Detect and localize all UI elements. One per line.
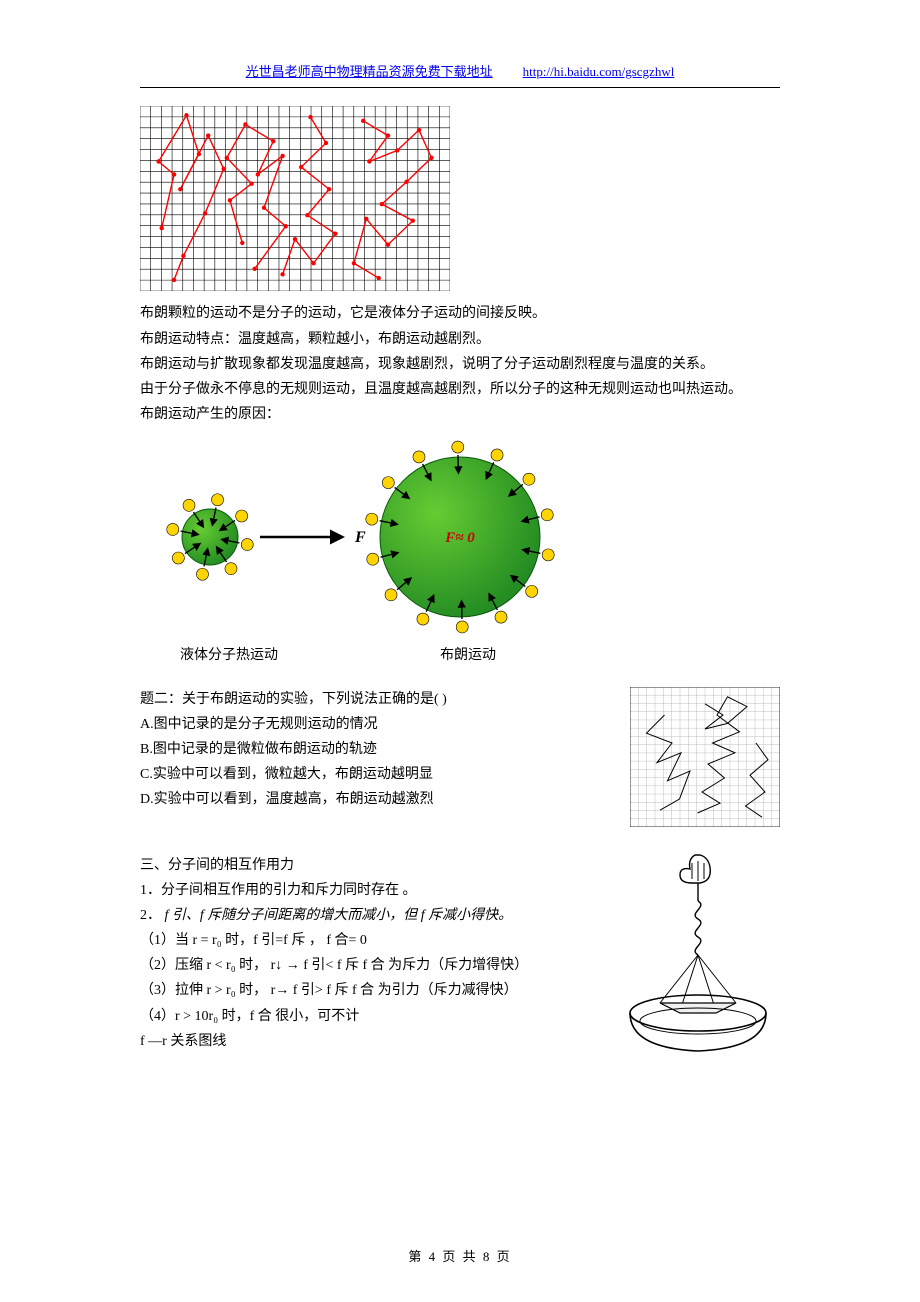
molecule-diagram-row: F F≈ 0	[140, 437, 780, 637]
option-d: D.实验中可以看到，温度越高，布朗运动越激烈	[140, 787, 620, 812]
paragraph: 布朗颗粒的运动不是分子的运动，它是液体分子运动的间接反映。	[140, 301, 780, 326]
paragraph: 布朗运动与扩散现象都发现温度越高，现象越剧烈，说明了分子运动剧烈程度与温度的关系…	[140, 352, 780, 377]
option-c: C.实验中可以看到，微粒越大，布朗运动越明显	[140, 762, 620, 787]
section3-p5: （3）拉伸 r > r₀ 时， r→ f 引> f 斥 f 合 为引力（斥力减得…	[140, 978, 610, 1003]
section3-title: 三、分子间的相互作用力	[140, 853, 610, 878]
section3-text: 三、分子间的相互作用力 1．分子间相互作用的引力和斥力同时存在 。 2． f 引…	[140, 853, 610, 1055]
page-footer: 第 4 页 共 8 页	[0, 1245, 920, 1268]
section3-p1: 1．分子间相互作用的引力和斥力同时存在 。	[140, 878, 610, 903]
svg-text:F≈ 0: F≈ 0	[444, 530, 475, 546]
molecule-force-diagram: F F≈ 0	[140, 437, 570, 637]
section3-p2: 2． f 引、f 斥随分子间距离的增大而减小，但 f 斥减小得快。	[140, 903, 610, 928]
section3-p6: （4）r > 10r₀ 时，f 合 很小，可不计	[140, 1004, 610, 1029]
brownian-grid-figure	[140, 106, 450, 291]
paragraph: 由于分子做永不停息的无规则运动，且温度越高越剧烈，所以分子的这种无规则运动也叫热…	[140, 377, 780, 402]
text-block-1: 布朗颗粒的运动不是分子的运动，它是液体分子运动的间接反映。 布朗运动特点：温度越…	[140, 301, 780, 427]
option-b: B.图中记录的是微粒做布朗运动的轨迹	[140, 737, 620, 762]
question-stem: 题二：关于布朗运动的实验，下列说法正确的是( )	[140, 687, 620, 712]
svg-text:F: F	[354, 529, 366, 546]
glass-plate-figure	[620, 853, 780, 1063]
option-a: A.图中记录的是分子无规则运动的情况	[140, 712, 620, 737]
question2-row: 题二：关于布朗运动的实验，下列说法正确的是( ) A.图中记录的是分子无规则运动…	[140, 687, 780, 827]
question2-text: 题二：关于布朗运动的实验，下列说法正确的是( ) A.图中记录的是分子无规则运动…	[140, 687, 620, 813]
section3-p7: f —r 关系图线	[140, 1029, 610, 1054]
question2-figure	[630, 687, 780, 827]
header-url-link[interactable]: http://hi.baidu.com/gscgzhwl	[523, 60, 675, 83]
header-text-link[interactable]: 光世昌老师高中物理精品资源免费下载地址	[246, 60, 493, 83]
caption-right: 布朗运动	[440, 643, 496, 668]
page-header: 光世昌老师高中物理精品资源免费下载地址 http://hi.baidu.com/…	[140, 60, 780, 88]
paragraph: 布朗运动特点：温度越高，颗粒越小，布朗运动越剧烈。	[140, 327, 780, 352]
caption-left: 液体分子热运动	[180, 643, 440, 668]
section3-p4: （2）压缩 r < r₀ 时， r↓ → f 引< f 斥 f 合 为斥力（斥力…	[140, 953, 610, 978]
section3-row: 三、分子间的相互作用力 1．分子间相互作用的引力和斥力同时存在 。 2． f 引…	[140, 853, 780, 1063]
section3-p3: （1）当 r = r₀ 时，f 引=f 斥 ， f 合= 0	[140, 928, 610, 953]
paragraph: 布朗运动产生的原因：	[140, 402, 780, 427]
caption-row: 液体分子热运动 布朗运动	[140, 643, 780, 668]
